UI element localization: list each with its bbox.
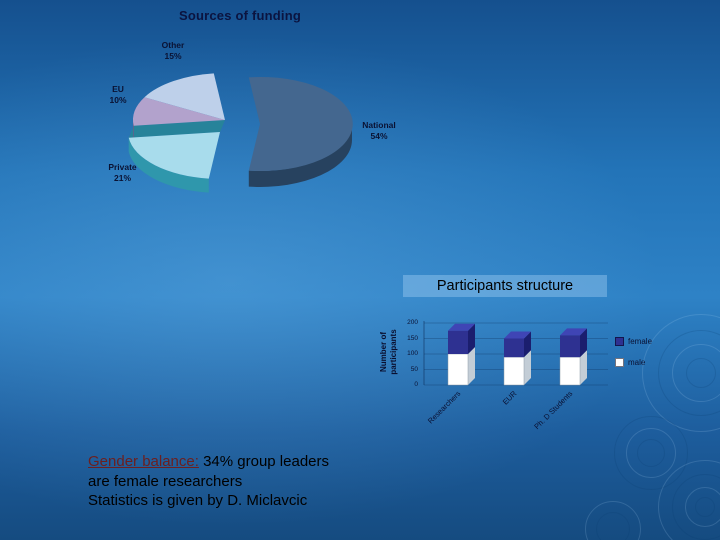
bar-chart: Participants structure Number of partici… [375, 275, 715, 450]
bar-face [580, 350, 587, 385]
pie-slice-private-rim [128, 137, 209, 193]
pie-label-other: Other 15% [143, 40, 203, 62]
pie-label-national-name: National [362, 120, 396, 130]
bar-chart-title: Participants structure [403, 275, 607, 297]
ripple-ring [672, 344, 720, 402]
y-tick-label: 0 [414, 381, 418, 388]
bar-face [468, 347, 475, 385]
pie-label-national-pct: 54% [370, 131, 388, 142]
pie-label-national: National 54% [348, 120, 410, 142]
pie-chart: Sources of funding Other 15% EU 10% Nati… [55, 8, 425, 248]
ripple-ring [637, 439, 665, 467]
y-tick-label: 150 [407, 334, 418, 342]
caption-line2: are female researchers [88, 472, 243, 490]
pie-label-eu: EU 10% [93, 84, 143, 106]
pie-slice-private [128, 132, 220, 179]
x-category-label: Ph. D Students [532, 389, 575, 432]
legend-item: male [615, 358, 652, 367]
pie-label-private: Private 21% [95, 162, 150, 184]
bar-face [580, 328, 587, 358]
ripple-ring [596, 512, 630, 540]
pie-label-eu-name: EU [112, 84, 124, 94]
legend-swatch [615, 337, 624, 346]
pie-label-other-name: Other [161, 40, 185, 50]
caption-line3: Statistics is given by D. Miclavcic [88, 492, 308, 509]
bar-face [447, 353, 469, 386]
ripple-ring [686, 358, 716, 388]
bar-face [503, 356, 525, 386]
y-tick-label: 200 [407, 319, 418, 326]
bar-face [560, 335, 580, 358]
x-category-label: Researchers [425, 389, 463, 426]
bar-face [448, 323, 475, 331]
bar-face [524, 350, 531, 385]
ripple-ring [685, 487, 720, 527]
chart-legend: female male [615, 337, 652, 379]
legend-swatch [615, 358, 624, 367]
bar-face [559, 356, 581, 386]
bar-face [524, 331, 531, 358]
y-tick-label: 100 [407, 350, 418, 357]
ripple-ring [614, 416, 688, 490]
pie-slice-other [144, 73, 225, 120]
bar-chart-canvas [423, 321, 608, 386]
pie-chart-canvas [128, 73, 353, 193]
legend-label: male [628, 358, 646, 367]
ripple-ring [695, 497, 715, 517]
legend-label: female [628, 337, 653, 346]
caption-line1-rest: 34% group leaders [198, 453, 330, 470]
pie-chart-title: Sources of funding [178, 8, 302, 23]
bar-face [504, 331, 531, 339]
legend-item: female [615, 337, 652, 346]
pie-label-private-name: Private [108, 162, 137, 172]
caption-text: Gender balance: 34% group leaders are fe… [88, 452, 398, 511]
y-tick-label: 50 [410, 365, 418, 373]
bar-face [504, 338, 524, 358]
bar-face [448, 330, 468, 354]
bar-face [468, 323, 475, 354]
ripple-ring [626, 428, 676, 478]
caption-lead: Gender balance: [88, 453, 199, 470]
bar-face [560, 328, 587, 336]
pie-slice-national [248, 77, 353, 172]
x-category-label: EUR [500, 389, 519, 407]
pie-label-other-pct: 15% [164, 51, 182, 62]
pie-label-private-pct: 21% [113, 173, 131, 184]
pie-slice-national-rim [248, 124, 352, 187]
bar-chart-plot: 0 50 100 150 200 Researchers EUR Ph. D Students [407, 315, 612, 431]
pie-slice-eu-rim [133, 120, 134, 142]
pie-slice-eu [133, 97, 225, 126]
pie-slice-private-wall [128, 120, 225, 138]
pie-label-eu-pct: 10% [109, 95, 127, 106]
